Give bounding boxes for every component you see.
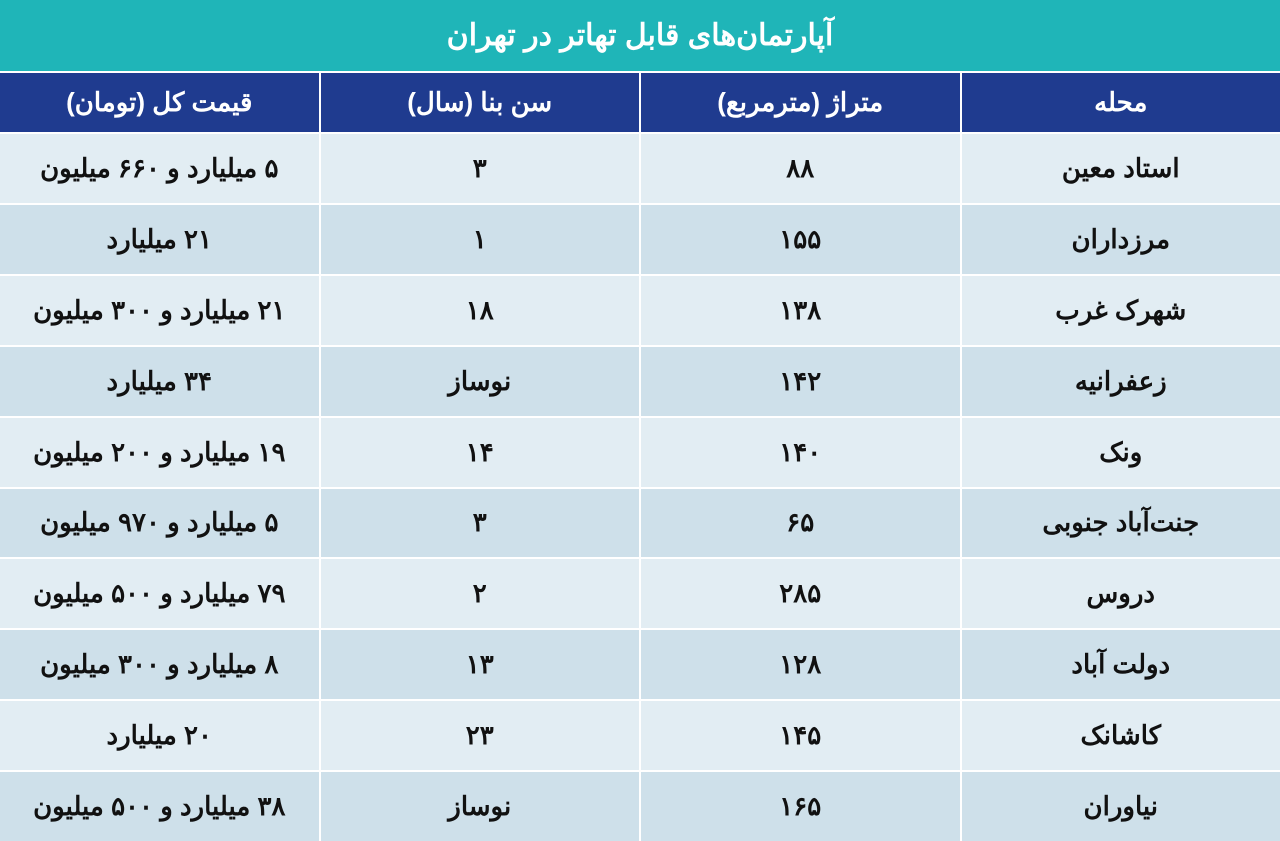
cell-area: ۱۴۵ [639, 699, 960, 770]
cell-price: ۲۰ میلیارد [0, 699, 319, 770]
cell-area: ۱۶۵ [639, 770, 960, 841]
column-header-neighborhood: محله [960, 73, 1280, 132]
cell-neighborhood: دولت آباد [960, 628, 1280, 699]
cell-age: نوساز [319, 345, 640, 416]
table-row: دولت آباد۱۲۸۱۳۸ میلیارد و ۳۰۰ میلیون [0, 628, 1280, 699]
cell-neighborhood: استاد معین [960, 132, 1280, 203]
cell-area: ۶۵ [639, 487, 960, 558]
table-row: استاد معین۸۸۳۵ میلیارد و ۶۶۰ میلیون [0, 132, 1280, 203]
cell-price: ۸ میلیارد و ۳۰۰ میلیون [0, 628, 319, 699]
cell-age: ۲ [319, 557, 640, 628]
cell-area: ۸۸ [639, 132, 960, 203]
table-row: مرزداران۱۵۵۱۲۱ میلیارد [0, 203, 1280, 274]
cell-price: ۵ میلیارد و ۹۷۰ میلیون [0, 487, 319, 558]
cell-area: ۲۸۵ [639, 557, 960, 628]
cell-neighborhood: کاشانک [960, 699, 1280, 770]
table-row: نیاوران۱۶۵نوساز۳۸ میلیارد و ۵۰۰ میلیون [0, 770, 1280, 841]
table-row: شهرک غرب۱۳۸۱۸۲۱ میلیارد و ۳۰۰ میلیون [0, 274, 1280, 345]
cell-price: ۱۹ میلیارد و ۲۰۰ میلیون [0, 416, 319, 487]
cell-price: ۲۱ میلیارد و ۳۰۰ میلیون [0, 274, 319, 345]
cell-neighborhood: نیاوران [960, 770, 1280, 841]
cell-price: ۳۴ میلیارد [0, 345, 319, 416]
cell-age: ۱۸ [319, 274, 640, 345]
cell-area: ۱۴۰ [639, 416, 960, 487]
cell-area: ۱۲۸ [639, 628, 960, 699]
table-row: جنت‌آباد جنوبی۶۵۳۵ میلیارد و ۹۷۰ میلیون [0, 487, 1280, 558]
apartment-table: آپارتمان‌های قابل تهاتر در تهران محله مت… [0, 0, 1280, 841]
column-header-area: متراژ (مترمربع) [639, 73, 960, 132]
cell-neighborhood: شهرک غرب [960, 274, 1280, 345]
cell-neighborhood: ونک [960, 416, 1280, 487]
table-row: زعفرانیه۱۴۲نوساز۳۴ میلیارد [0, 345, 1280, 416]
cell-age: ۳ [319, 487, 640, 558]
cell-price: ۷۹ میلیارد و ۵۰۰ میلیون [0, 557, 319, 628]
column-header-price: قیمت کل (تومان) [0, 73, 319, 132]
table-row: ونک۱۴۰۱۴۱۹ میلیارد و ۲۰۰ میلیون [0, 416, 1280, 487]
table-title: آپارتمان‌های قابل تهاتر در تهران [0, 0, 1280, 73]
cell-age: نوساز [319, 770, 640, 841]
cell-age: ۳ [319, 132, 640, 203]
table-body: استاد معین۸۸۳۵ میلیارد و ۶۶۰ میلیونمرزدا… [0, 132, 1280, 841]
table-row: دروس۲۸۵۲۷۹ میلیارد و ۵۰۰ میلیون [0, 557, 1280, 628]
table-header-row: محله متراژ (مترمربع) سن بنا (سال) قیمت ک… [0, 73, 1280, 132]
table-row: کاشانک۱۴۵۲۳۲۰ میلیارد [0, 699, 1280, 770]
cell-neighborhood: مرزداران [960, 203, 1280, 274]
cell-neighborhood: جنت‌آباد جنوبی [960, 487, 1280, 558]
cell-area: ۱۵۵ [639, 203, 960, 274]
cell-price: ۳۸ میلیارد و ۵۰۰ میلیون [0, 770, 319, 841]
cell-area: ۱۴۲ [639, 345, 960, 416]
cell-price: ۲۱ میلیارد [0, 203, 319, 274]
column-header-age: سن بنا (سال) [319, 73, 640, 132]
cell-age: ۱۳ [319, 628, 640, 699]
cell-age: ۱۴ [319, 416, 640, 487]
cell-area: ۱۳۸ [639, 274, 960, 345]
cell-age: ۱ [319, 203, 640, 274]
cell-age: ۲۳ [319, 699, 640, 770]
cell-price: ۵ میلیارد و ۶۶۰ میلیون [0, 132, 319, 203]
cell-neighborhood: دروس [960, 557, 1280, 628]
cell-neighborhood: زعفرانیه [960, 345, 1280, 416]
